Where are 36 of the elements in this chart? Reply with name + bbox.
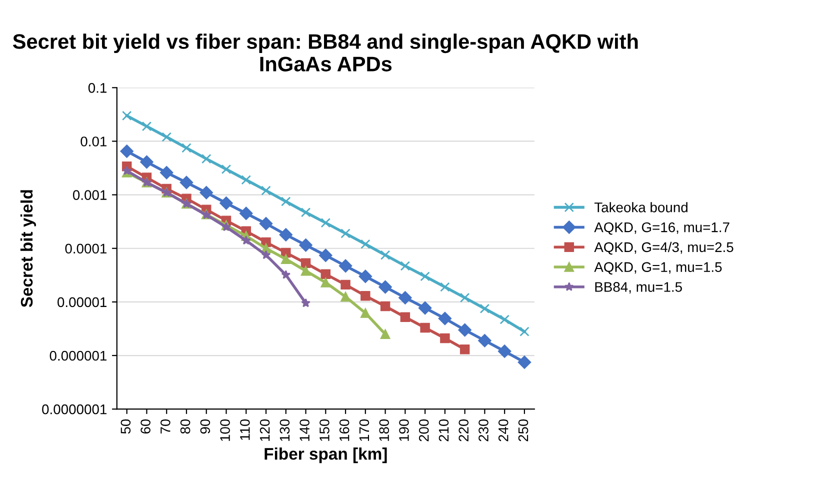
x-tick-label: 240 [498,419,508,442]
y-tick-label: 0.0000001 [42,404,107,414]
x-axis-title: Fiber span [km] [264,448,387,464]
x-tick-label: 80 [180,419,190,434]
legend-label: BB84, mu=1.5 [595,282,682,294]
x-tick-label: 190 [399,419,409,441]
x-tick-label: 210 [438,419,449,442]
x-tick-label: 250 [518,419,528,442]
legend-label: AQKD, G=16, mu=1.7 [594,222,730,235]
y-tick-label: 0.01 [80,136,107,146]
x-tick-label: 50 [120,419,131,434]
y-axis-title: Secret bit yield [20,190,36,308]
y-tick-label: 0.001 [72,190,107,200]
x-tick-label: 170 [359,419,370,441]
x-tick-label: 60 [140,419,150,434]
x-tick-label: 130 [280,419,290,441]
x-tick-label: 220 [458,419,469,442]
x-tick-label: 140 [300,419,310,441]
y-tick-label: 0.1 [88,82,106,93]
x-tick-label: 70 [160,419,170,434]
y-tick-label: 0.0001 [65,244,107,254]
legend-label: AQKD, G=1, mu=1.5 [594,262,722,274]
x-tick-label: 200 [418,419,429,442]
x-tick-label: 90 [200,419,210,434]
x-tick-label: 100 [220,419,230,441]
legend-label: Takeoka bound [594,202,688,212]
x-tick-label: 110 [240,419,250,440]
legend-label: AQKD, G=4/3, mu=2.5 [594,242,734,255]
y-tick-label: 0.00001 [58,297,107,308]
x-tick-label: 180 [379,419,390,441]
y-tick-label: 0.000001 [50,350,107,361]
x-tick-label: 160 [339,419,350,441]
x-tick-label: 150 [320,419,330,441]
x-tick-label: 120 [260,419,270,441]
chart-title: Secret bit yield vs fiber span: BB84 and single-span AQKD with InGaAs APDs [12,34,638,72]
x-tick-label: 230 [478,419,488,442]
